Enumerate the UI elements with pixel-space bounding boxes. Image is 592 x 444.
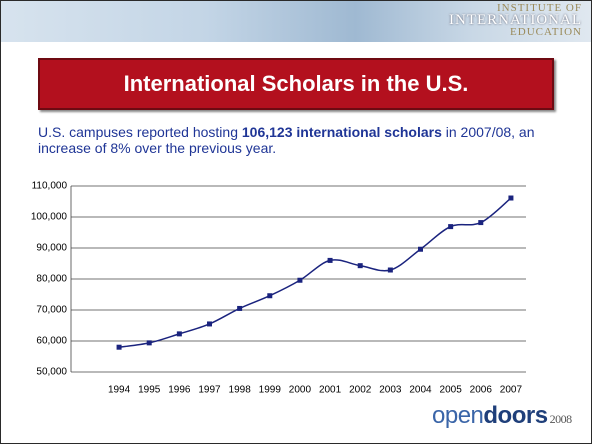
data-point xyxy=(357,263,363,269)
x-tick-label: 1999 xyxy=(259,385,282,396)
y-tick-label: 100,000 xyxy=(31,212,68,223)
data-point xyxy=(207,321,212,327)
logo-line: EDUCATION xyxy=(510,26,582,38)
x-tick-label: 2002 xyxy=(349,385,372,396)
subtitle-text: U.S. campuses reported hosting xyxy=(38,124,242,140)
y-tick-label: 50,000 xyxy=(36,367,67,378)
header-band: INSTITUTE OF INTERNATIONAL EDUCATION xyxy=(0,0,592,42)
x-tick-label: 2003 xyxy=(379,385,402,396)
y-tick-label: 90,000 xyxy=(36,243,67,254)
x-tick-label: 2001 xyxy=(319,385,342,396)
brand-open: open xyxy=(432,402,484,429)
logo: INSTITUTE OF INTERNATIONAL EDUCATION xyxy=(449,2,582,38)
data-point xyxy=(267,293,273,299)
data-point xyxy=(176,331,182,337)
subtitle-highlight: 106,123 international scholars xyxy=(241,124,442,140)
y-tick-label: 70,000 xyxy=(36,305,67,316)
data-point xyxy=(237,305,243,311)
subtitle: U.S. campuses reported hosting 106,123 i… xyxy=(38,124,558,156)
x-tick-label: 1996 xyxy=(168,385,191,396)
brand-doors: doors xyxy=(483,402,548,429)
y-tick-label: 80,000 xyxy=(36,274,67,285)
data-point xyxy=(387,267,393,273)
brand-year: 2008 xyxy=(549,412,573,426)
subtitle-text: in 2007/08, an increase of 8% over the p… xyxy=(38,124,535,156)
data-point xyxy=(478,220,484,226)
logo-line: INTERNATIONAL xyxy=(449,12,582,28)
x-tick-label: 1997 xyxy=(198,385,221,396)
x-tick-label: 1998 xyxy=(229,385,252,396)
brand: opendoors 2008 xyxy=(432,402,572,430)
data-point xyxy=(297,277,303,283)
x-tick-label: 2004 xyxy=(409,385,432,396)
x-tick-label: 1994 xyxy=(108,385,131,396)
data-point xyxy=(146,340,152,346)
data-point xyxy=(418,246,423,252)
data-line xyxy=(118,197,512,348)
data-point xyxy=(508,195,514,201)
x-tick-label: 2006 xyxy=(470,385,493,396)
data-point xyxy=(327,257,333,263)
chart-title: International Scholars in the U.S. xyxy=(38,58,554,110)
x-tick-label: 2005 xyxy=(440,385,463,396)
data-point xyxy=(448,224,454,230)
data-point xyxy=(116,344,122,350)
y-tick-label: 60,000 xyxy=(36,336,67,347)
x-tick-label: 2000 xyxy=(289,385,312,396)
y-tick-label: 110,000 xyxy=(32,181,68,192)
x-tick-label: 1995 xyxy=(138,385,161,396)
logo-line: INSTITUTE OF xyxy=(496,2,582,14)
x-tick-label: 2007 xyxy=(500,385,523,396)
